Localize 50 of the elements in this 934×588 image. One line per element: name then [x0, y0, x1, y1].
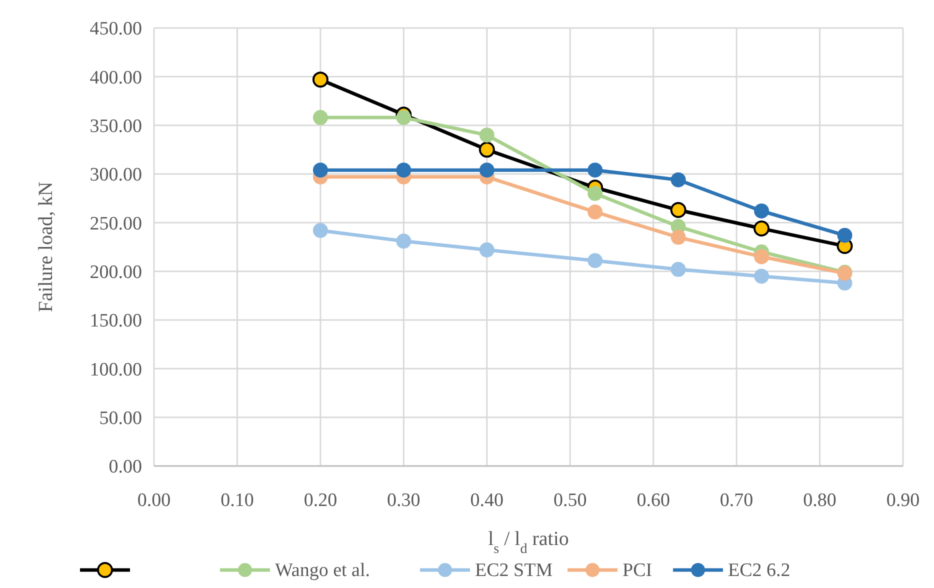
- point: [754, 203, 770, 218]
- point: [754, 268, 770, 284]
- point: [588, 162, 603, 178]
- point: [754, 220, 770, 237]
- point: [312, 110, 328, 126]
- y-tick-label: 100.00: [90, 359, 142, 380]
- point: [670, 262, 686, 277]
- point: [588, 186, 603, 201]
- x-tick-label: 0.70: [720, 490, 754, 511]
- x-tick-label: 0.90: [886, 490, 920, 511]
- x-tick-label: 0.80: [803, 490, 836, 511]
- x-tick-label: 0.10: [220, 490, 254, 511]
- point: [312, 222, 328, 238]
- legend-label: EC2 6.2: [728, 560, 790, 581]
- y-tick-label: 400.00: [90, 67, 142, 88]
- y-tick-label: 150.00: [90, 310, 142, 332]
- y-tick-label: 300.00: [90, 164, 142, 186]
- point: [478, 142, 495, 158]
- y-tick-label: 200.00: [90, 262, 142, 283]
- point: [670, 230, 686, 245]
- x-tick-label: 0.00: [137, 490, 171, 511]
- y-tick-label: 450.00: [90, 18, 142, 40]
- legend-label: PCI: [622, 560, 652, 581]
- point: [312, 162, 328, 178]
- y-axis-title: Failure load, kN: [35, 182, 57, 312]
- x-axis-title: l$_{s}$ / l$_{d}$ ratio: [488, 528, 569, 556]
- legend-label: Wango et al.: [275, 560, 370, 581]
- point: [479, 242, 494, 258]
- point: [396, 110, 412, 126]
- point: [670, 202, 686, 218]
- y-tick-label: 350.00: [90, 116, 142, 137]
- y-tick-label: 250.00: [90, 213, 142, 234]
- point: [479, 128, 494, 143]
- y-tick-label: 0.00: [108, 456, 142, 478]
- x-tick-label: 0.40: [470, 490, 504, 511]
- point: [312, 72, 328, 88]
- point: [396, 234, 412, 249]
- x-tick-label: 0.50: [553, 490, 587, 511]
- point: [588, 204, 603, 220]
- point: [588, 253, 603, 268]
- x-tick-label: 0.20: [304, 490, 338, 511]
- y-tick-label: 50.00: [99, 408, 142, 429]
- point: [396, 162, 412, 178]
- point: [479, 162, 494, 178]
- legend-label: EC2 STM: [475, 560, 553, 581]
- x-tick-label: 0.60: [636, 490, 670, 511]
- x-tick-label: 0.30: [387, 490, 420, 511]
- point: [837, 228, 852, 243]
- point: [754, 249, 770, 264]
- point: [670, 172, 686, 188]
